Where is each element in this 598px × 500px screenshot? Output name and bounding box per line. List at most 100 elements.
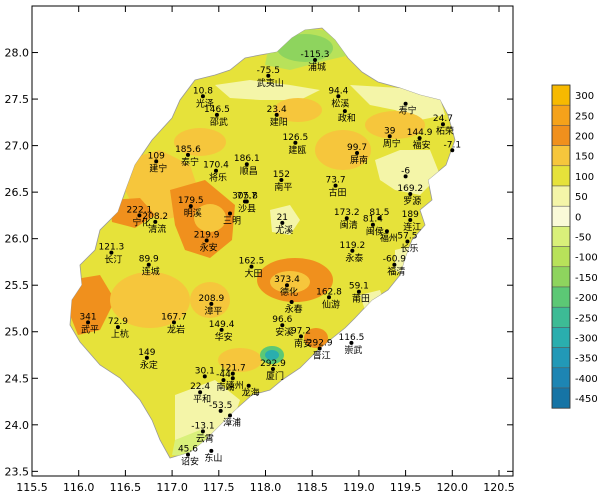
- positive-anomaly-area: [110, 272, 190, 328]
- station-name: 闽侯: [366, 226, 384, 238]
- station-name: 泰宁: [181, 156, 199, 168]
- high-anomaly-area: [110, 198, 155, 228]
- station-value: 222.1: [127, 205, 153, 215]
- station-dot: [218, 408, 223, 413]
- station-marker: 东山: [204, 448, 222, 464]
- station-value: 292.9: [260, 359, 286, 369]
- station-value: 146.5: [204, 105, 230, 115]
- station-dot: [344, 216, 349, 221]
- station-marker: 89.9连城: [139, 255, 160, 278]
- station-value: 208.9: [198, 294, 224, 304]
- station-name: 柘荣: [436, 125, 454, 137]
- station-dot: [228, 413, 233, 418]
- station-value: 10.8: [193, 86, 213, 96]
- legend-label: -200: [575, 293, 598, 304]
- station-marker: 179.5明溪: [178, 196, 204, 219]
- station-marker: 59.1莆田: [349, 282, 370, 305]
- station-dot: [403, 174, 408, 179]
- station-dot: [230, 376, 235, 381]
- station-name: 宁化: [132, 216, 150, 228]
- station-name: 华安: [215, 331, 233, 343]
- station-name: 建阳: [270, 116, 288, 128]
- station-marker: 永春: [285, 299, 303, 315]
- station-value: 208.2: [142, 212, 168, 222]
- station-marker: 185.6泰宁: [175, 145, 201, 168]
- station-value: 73.7: [326, 176, 346, 186]
- station-dot: [204, 238, 209, 243]
- station-value: -115.3: [300, 50, 329, 60]
- station-marker: 97.2南安: [291, 326, 312, 349]
- x-tick-label: 115.5: [16, 481, 48, 494]
- station-marker: 57.5长乐: [397, 231, 418, 254]
- station-dot: [219, 327, 224, 332]
- station-value: 22.4: [190, 382, 210, 392]
- station-name: 顺昌: [240, 166, 258, 177]
- station-marker: -6: [401, 166, 410, 179]
- station-marker: 305.8 沙县: [232, 191, 258, 214]
- station-marker: 漳州: [226, 376, 244, 391]
- positive-anomaly-area: [174, 128, 226, 156]
- station-dot: [171, 320, 176, 325]
- station-name: 沙县: [238, 203, 256, 214]
- station-marker: 45.6诏安: [178, 445, 199, 468]
- station-name: 三明: [223, 216, 241, 227]
- station-dot: [109, 250, 114, 255]
- station-name: 永泰: [345, 252, 363, 264]
- station-dot: [115, 325, 120, 330]
- legend-frame: [551, 84, 571, 409]
- station-dot: [408, 192, 413, 196]
- station-name: 明溪: [184, 207, 202, 219]
- legend-label: -400: [575, 374, 598, 385]
- station-value: -13.1: [191, 421, 214, 431]
- station-value: 24.7: [433, 114, 453, 124]
- station-marker: 373.4德化: [274, 275, 300, 298]
- station-name: 松溪: [331, 97, 349, 109]
- station-dot: [417, 136, 422, 141]
- station-dot: [185, 152, 190, 157]
- station-dot: [298, 334, 303, 339]
- station-name: 屏南: [350, 154, 368, 166]
- y-axis: 28.0 27.5 27.0 26.5 26.0 25.5 25.0 24.5 24.0 23.5: [5, 47, 513, 478]
- plot-area: 115.5 116.0 116.5 117.0 117.5 118.0 118.5 119.0…: [5, 5, 515, 494]
- station-name: 大田: [244, 268, 262, 280]
- station-dot: [202, 374, 207, 379]
- station-value: 186.1: [234, 154, 260, 164]
- station-dot: [312, 57, 317, 62]
- station-marker: 10.8光泽: [193, 86, 214, 109]
- y-tick-label: 23.5: [5, 465, 30, 478]
- station-name: 周宁: [383, 137, 401, 149]
- station-name: 浦城: [308, 61, 326, 73]
- positive-anomaly-area: [194, 204, 226, 232]
- station-value: 179.5: [178, 196, 204, 206]
- station-name: 连城: [142, 266, 160, 278]
- station-name: 福州: [380, 232, 398, 244]
- station-dot: [137, 213, 142, 218]
- station-dot: [209, 301, 214, 306]
- station-name: 永安: [200, 242, 218, 254]
- station-value: 149: [138, 348, 155, 358]
- station-name: 平和: [193, 394, 211, 405]
- station-marker: 福州: [380, 229, 398, 244]
- station-dot: [280, 323, 285, 328]
- station-dot: [86, 320, 91, 325]
- station-dot: [356, 289, 361, 294]
- station-dot: [146, 262, 151, 267]
- station-dot: [200, 429, 205, 434]
- station-name: 邵武: [210, 116, 228, 128]
- positive-anomaly-area: [218, 348, 262, 372]
- x-tick-label: 118.5: [296, 481, 328, 494]
- station-value: 185.6: [175, 145, 201, 155]
- station-dot: [317, 346, 322, 351]
- station-value: 373.4: [274, 275, 300, 285]
- station-dot: [154, 159, 159, 164]
- legend-swatch: [551, 84, 571, 106]
- legend-label: 100: [575, 172, 594, 183]
- station-marker: 146.5邵武: [204, 105, 230, 128]
- station-value: 167.7: [161, 312, 187, 322]
- station-name: 莆田: [352, 293, 370, 305]
- station-marker: 81.4闽侯: [363, 215, 384, 238]
- station-name: 长乐: [400, 242, 418, 254]
- station-value: 173.2: [334, 208, 360, 218]
